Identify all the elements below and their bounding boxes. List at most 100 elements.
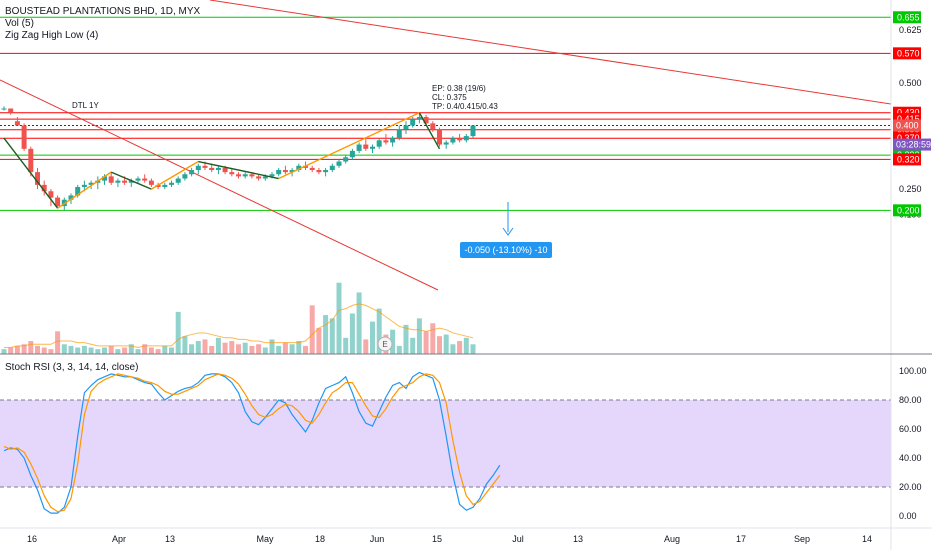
volume-bar <box>102 347 107 354</box>
volume-bar <box>242 342 248 354</box>
price-tag-label: 03:28:59 <box>896 140 931 150</box>
dtl-1y-trendline <box>0 79 439 291</box>
trade-note: EP: 0.38 (19/6) CL: 0.375 TP: 0.4/0.415/… <box>432 84 498 111</box>
volume-bar <box>222 342 228 354</box>
stoch-rsi-tick-label: 40.00 <box>899 453 922 463</box>
volume-bar <box>336 282 342 354</box>
stoch-rsi-tick-label: 80.00 <box>899 395 922 405</box>
volume-bar <box>363 339 369 354</box>
volume-indicator-label: Vol (5) <box>5 18 34 29</box>
volume-bar <box>55 331 61 354</box>
earnings-marker[interactable]: E <box>377 336 393 352</box>
candle-body <box>423 116 429 124</box>
zigzag-segment <box>198 160 279 180</box>
volume-bar <box>61 344 67 354</box>
price-tag <box>893 119 921 132</box>
volume-bar <box>423 331 429 354</box>
candle-body <box>148 180 154 185</box>
volume-bar <box>236 344 241 354</box>
volume-bar <box>1 349 7 354</box>
volume-bar <box>396 345 402 354</box>
trade-note-line-2: CL: 0.375 <box>432 93 467 102</box>
zigzag-segment <box>418 112 441 150</box>
candle-body <box>296 165 302 171</box>
zigzag-segment <box>110 171 152 190</box>
volume-bar <box>323 315 329 354</box>
candle-body <box>122 180 128 183</box>
time-tick-label: Sep <box>794 534 810 544</box>
volume-bar <box>282 342 288 354</box>
candle-body <box>457 138 463 141</box>
candle-body <box>329 165 335 171</box>
volume-bar <box>249 345 255 354</box>
time-tick-label: 16 <box>27 534 37 544</box>
candle-body <box>135 178 141 181</box>
volume-bar <box>410 337 416 354</box>
candle-body <box>443 142 449 145</box>
volume-bar <box>8 347 14 354</box>
candle-body <box>249 174 255 177</box>
stoch-rsi-pane[interactable] <box>0 371 891 514</box>
level-tag-label: 0.200 <box>897 205 920 215</box>
zigzag-segment <box>151 160 199 190</box>
candle-body <box>21 125 27 149</box>
volume-bar <box>155 349 161 354</box>
candle-body <box>108 176 114 183</box>
chart-title: BOUSTEAD PLANTATIONS BHD, 1D, MYX <box>5 6 201 17</box>
volume-bar <box>182 336 188 354</box>
volume-bar <box>122 347 128 354</box>
volume-bar <box>343 337 349 354</box>
candle-body <box>363 144 369 149</box>
level-tag-label: 0.415 <box>897 114 920 124</box>
volume-bar <box>349 313 355 354</box>
candle-body <box>14 121 20 126</box>
candle-body <box>416 116 422 120</box>
earnings-letter: E <box>382 340 387 349</box>
price-tick-label: 0.500 <box>899 78 922 88</box>
time-tick-label: Aug <box>664 534 680 544</box>
stoch-rsi-line <box>3 373 501 513</box>
time-tick-label: 18 <box>315 534 325 544</box>
volume-bar <box>416 318 422 354</box>
volume-bar <box>437 336 442 354</box>
volume-bar <box>256 344 262 354</box>
price-pane[interactable] <box>0 0 892 291</box>
time-tick-label: Apr <box>112 534 126 544</box>
chart-legend: BOUSTEAD PLANTATIONS BHD, 1D, MYX Vol (5… <box>5 6 201 41</box>
candle-body <box>403 125 409 130</box>
candle-body <box>209 167 215 171</box>
volume-bar <box>142 344 148 354</box>
stoch-rsi-tick-label: 0.00 <box>899 511 917 521</box>
volume-bar <box>309 305 315 354</box>
volume-bar <box>269 339 275 354</box>
volume-bar <box>28 341 34 354</box>
time-tick-label: May <box>256 534 274 544</box>
candle-body <box>229 172 235 175</box>
volume-bar <box>21 344 27 354</box>
candle-body <box>430 123 436 130</box>
candle-body <box>289 170 295 173</box>
stoch-rsi-title: Stoch RSI (3, 3, 14, 14, close) <box>5 362 138 373</box>
volume-bar <box>316 328 322 354</box>
candle-body <box>202 165 208 168</box>
volume-bar <box>356 292 362 354</box>
level-tag <box>893 11 921 24</box>
candle-body <box>102 176 107 181</box>
volume-bar <box>35 345 40 354</box>
price-tag <box>893 138 931 151</box>
measure-annotation[interactable]: -0.050 (-13.10%) -10 <box>460 202 552 258</box>
volume-bar <box>430 323 436 354</box>
candle-body <box>309 167 315 171</box>
level-tag-label: 0.320 <box>897 154 920 164</box>
volume-bar <box>108 345 114 354</box>
candle-body <box>162 184 168 187</box>
price-tick-label: 0.250 <box>899 184 922 194</box>
candle-body <box>256 176 262 179</box>
candle-body <box>349 150 355 158</box>
zigzag-indicator-label: Zig Zag High Low (4) <box>5 30 98 41</box>
volume-bar <box>463 337 469 354</box>
volume-bar <box>289 344 295 354</box>
volume-bar <box>68 345 74 354</box>
